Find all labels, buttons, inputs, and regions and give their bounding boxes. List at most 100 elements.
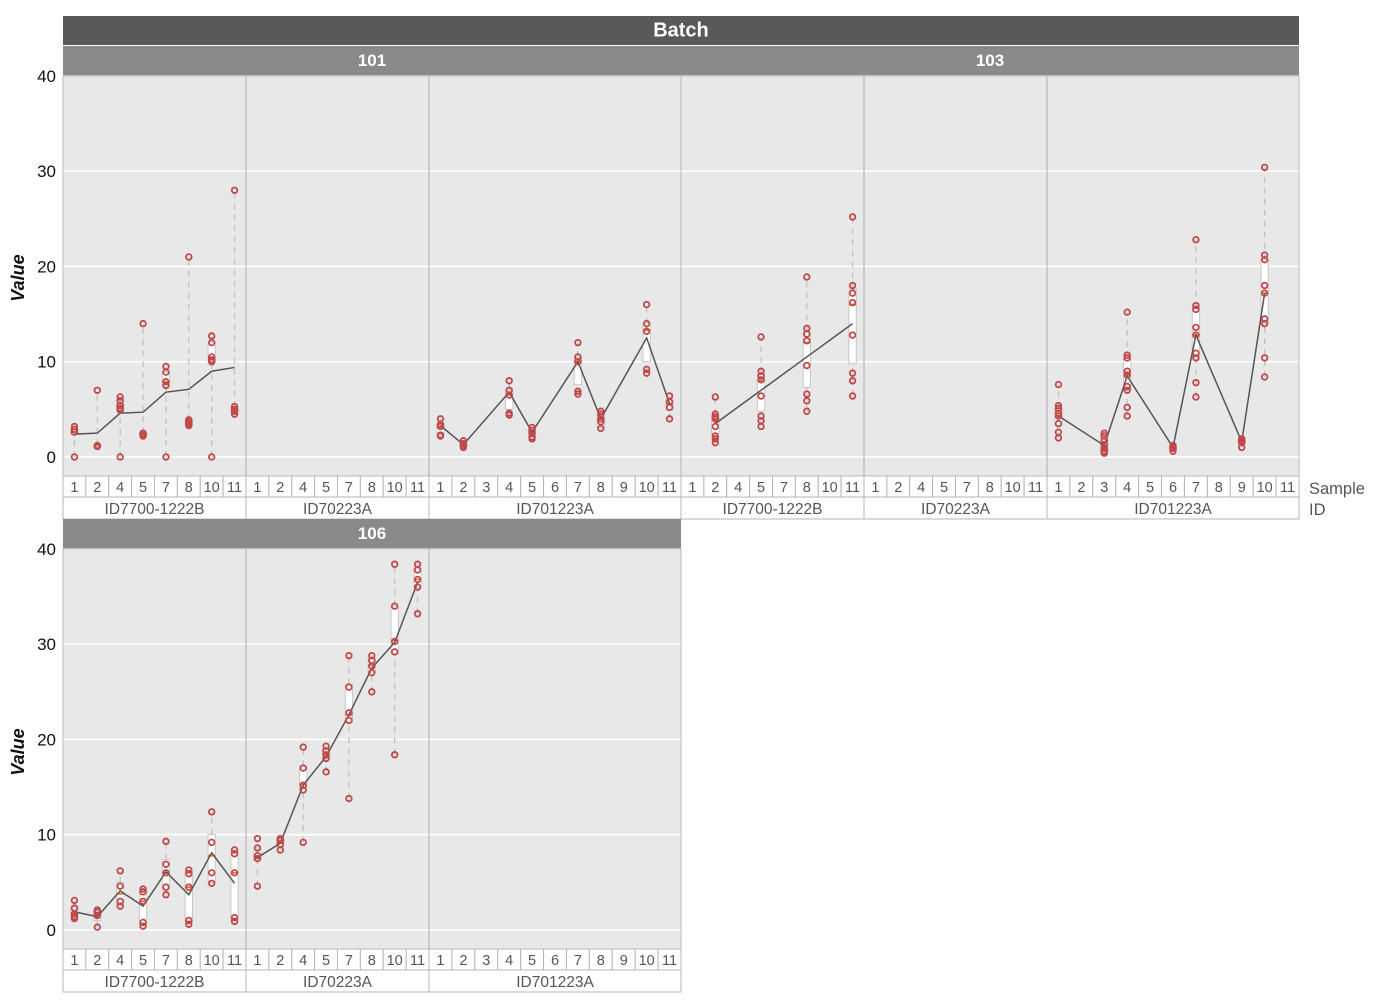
data-point [848,331,857,339]
sample-label: 4 [299,480,307,496]
data-point [185,916,193,925]
data-point [162,869,170,877]
data-point [162,368,170,376]
data-point [1123,351,1131,359]
sample-label: 4 [505,953,513,969]
data-point [253,834,262,843]
data-point [139,432,147,440]
data-point [139,888,147,896]
data-point [711,432,720,440]
sample-label: 7 [345,480,353,496]
sample-label: 4 [116,953,124,969]
x-level-label-id: ID [1309,501,1326,519]
data-point [1123,412,1131,420]
data-point [70,453,79,461]
data-point [1100,440,1108,449]
data-point [803,407,811,415]
data-point [1260,354,1269,362]
data-point [757,422,765,431]
data-point [711,415,720,423]
data-point [803,397,811,405]
data-point [70,428,79,436]
panel-title: 103 [976,51,1004,70]
data-point [597,418,605,426]
box [1260,259,1269,325]
sample-label: 2 [711,480,719,496]
data-point [1169,444,1177,453]
data-point [368,688,376,696]
data-point [253,844,262,852]
data-point [1260,319,1269,328]
id-group-ID70223A: 1 2 4 5 7 8 10 11 ID70223A [245,549,430,993]
data-point [230,850,239,858]
data-point [1260,289,1269,297]
data-point [1192,236,1200,244]
data-point [1054,419,1063,428]
id-label: ID701223A [1134,501,1212,518]
sample-label: 11 [410,480,425,496]
data-point [757,372,765,380]
sample-label: 10 [387,480,403,496]
id-label: ID70223A [921,501,991,518]
sample-label: 7 [574,480,582,496]
data-point [665,403,674,412]
sample-label: 4 [1123,480,1131,496]
sample-label: 7 [162,953,170,969]
facet-strip: Batch [63,16,1299,45]
data-point [185,253,193,261]
id-cell [428,969,682,993]
data-point [642,365,651,374]
panel-background [681,76,1299,476]
data-point [505,377,513,385]
data-point [1192,331,1200,339]
data-point [162,883,170,891]
data-point [322,751,330,759]
data-point [93,911,102,920]
sample-label: 8 [185,480,193,496]
data-point [642,369,651,377]
data-point [848,369,857,377]
sample-label: 4 [116,480,124,496]
data-point [597,415,605,423]
data-point [207,808,216,816]
sample-label: 1 [436,953,444,969]
sample-label: 5 [322,953,330,969]
sample-label: 2 [93,480,101,496]
sample-label: 10 [1005,480,1021,496]
id-group-ID70223A: 1 2 4 5 7 8 10 11 ID70223A [245,76,430,520]
data-point [322,754,330,763]
sample-label: 11 [662,953,677,969]
data-point [253,854,262,863]
mean-line [74,851,236,918]
sample-label: 2 [1077,480,1085,496]
id-group-ID701223A: 1 2 3 4 5 6 7 8 9 10 11 ID701223A [1046,76,1300,520]
sample-label: 1 [871,480,879,496]
y-tick-label: 0 [47,448,56,467]
sample-label: 7 [780,480,788,496]
data-point [162,860,170,868]
mean-line [74,366,235,435]
data-point [276,836,285,845]
data-point [390,602,399,610]
data-point [1054,409,1063,417]
data-point [390,648,399,656]
id-label: ID7700-1222B [723,501,823,518]
y-axis-title: Value [8,254,28,301]
data-point [207,879,216,887]
data-point [459,443,468,452]
data-point [345,651,353,660]
id-label: ID70223A [303,974,373,991]
data-point [505,391,513,399]
data-point [322,768,330,776]
data-point [230,869,239,877]
data-point [757,392,765,400]
data-point [1192,301,1200,310]
sample-label: 7 [162,480,170,496]
id-label: ID7700-1222B [105,501,205,518]
sample-label: 9 [620,480,628,496]
data-point [1192,354,1200,362]
mean-line [714,323,854,425]
data-point [230,410,239,418]
data-point [1123,386,1131,394]
data-point [139,319,147,328]
